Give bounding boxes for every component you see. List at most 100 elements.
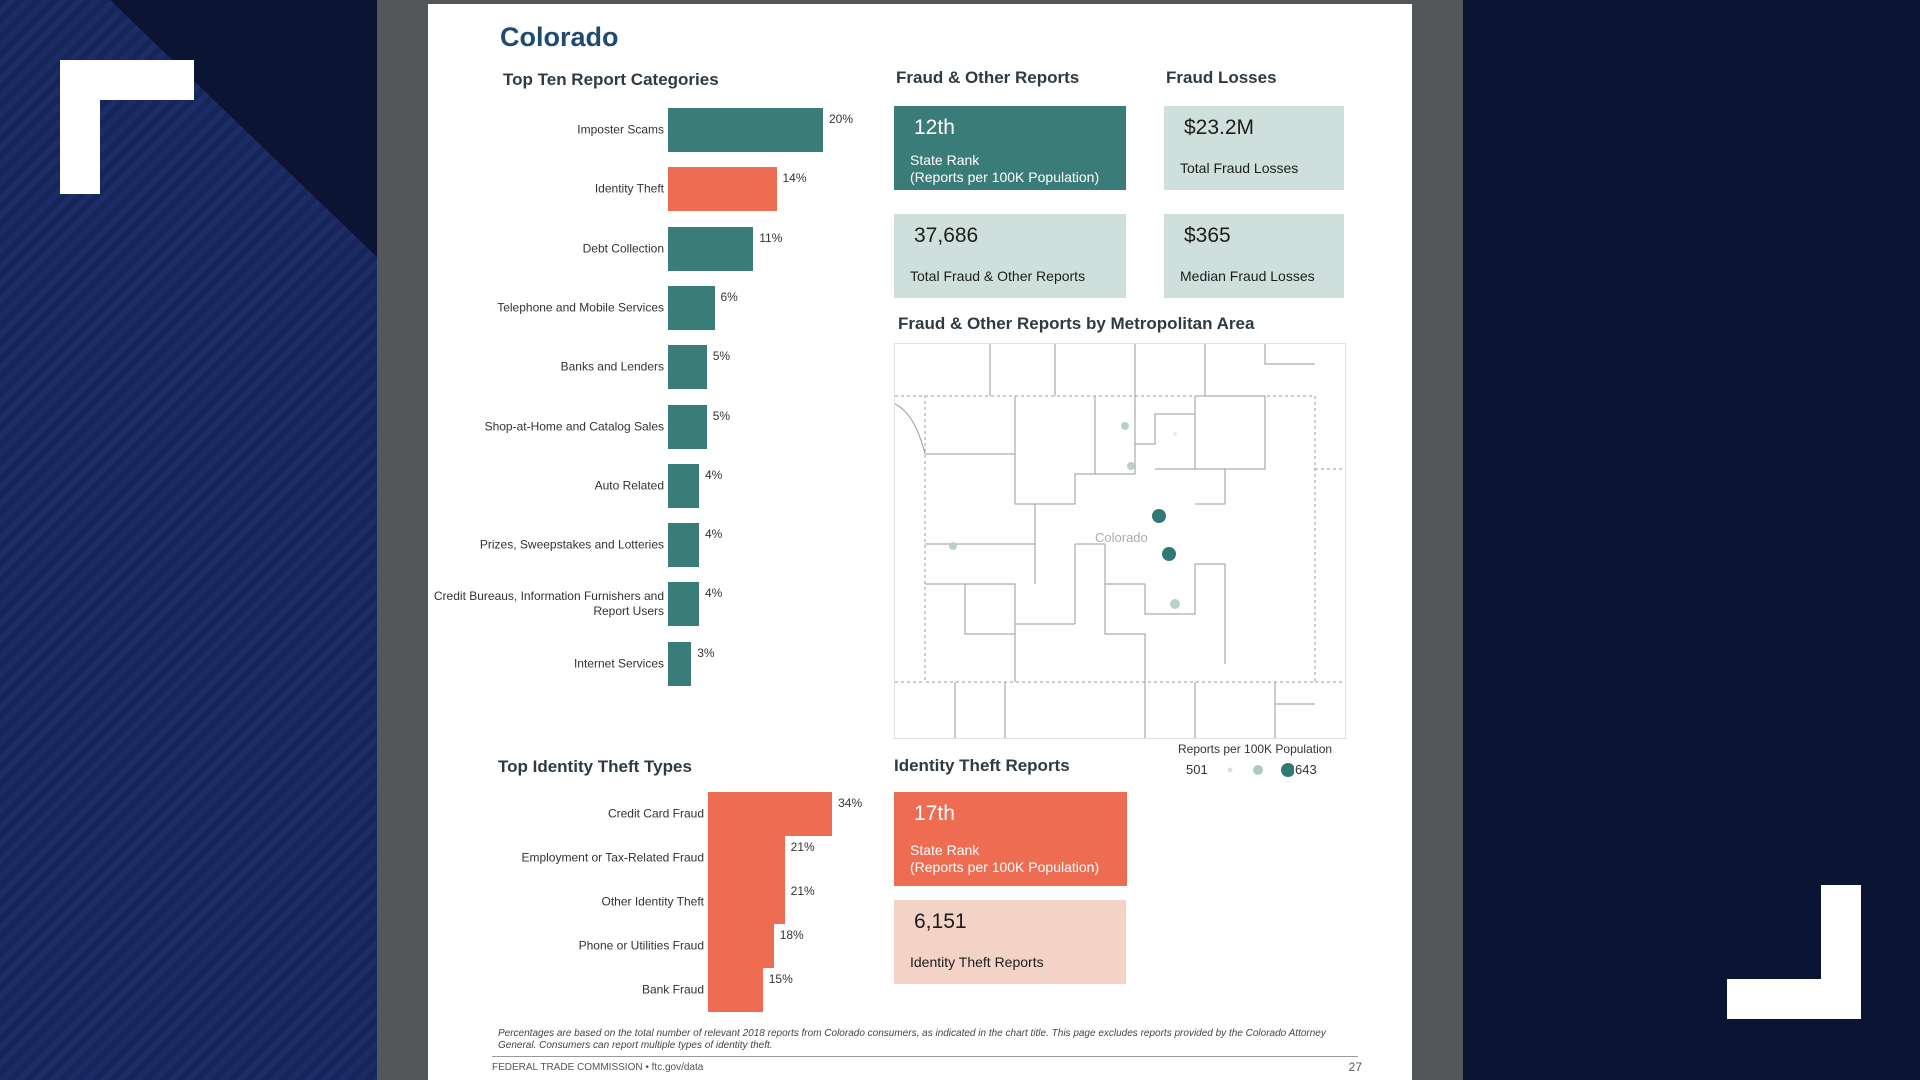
state-rank-sublabel: (Reports per 100K Population): [910, 169, 1100, 185]
bar-value-label: 14%: [782, 171, 807, 186]
bar: [668, 167, 777, 212]
bar-row: Phone or Utilities Fraud 18%: [428, 924, 968, 968]
bar-row: Identity Theft 14%: [428, 167, 928, 212]
bar: [668, 345, 707, 390]
footnote: Percentages are based on the total numbe…: [498, 1028, 1326, 1051]
bar-value-label: 20%: [829, 112, 854, 126]
metro-heading: Fraud & Other Reports by Metropolitan Ar…: [898, 314, 1255, 333]
bar-value-label: 18%: [779, 928, 804, 942]
identity-reports-card: 6,151 Identity Theft Reports: [894, 900, 1126, 984]
bar-row: Debt Collection 11%: [428, 226, 928, 271]
total-reports-value: 37,686: [914, 224, 979, 247]
bar-category-label: Other Identity Theft: [601, 894, 705, 909]
bar: [668, 463, 699, 508]
metro-dot: [1173, 432, 1177, 436]
fraud-reports-heading: Fraud & Other Reports: [896, 68, 1080, 87]
metro-dot-large: [1152, 509, 1166, 523]
identity-rank-card: 17th State Rank (Reports per 100K Popula…: [894, 792, 1127, 886]
bar: [708, 880, 785, 924]
bar-category-label: Debt Collection: [582, 241, 664, 256]
bar-category-label: Shop-at-Home and Catalog Sales: [484, 419, 664, 433]
bar-category-label: Internet Services: [573, 656, 664, 671]
bar-category-label: Bank Fraud: [641, 982, 704, 997]
bar-row: Prizes, Sweepstakes and Lotteries 4%: [428, 523, 928, 568]
bar-category-label: Prizes, Sweepstakes and Lotteries: [479, 537, 664, 552]
bar: [668, 226, 754, 271]
bar: [708, 792, 833, 836]
bar: [708, 968, 763, 1012]
corner-bracket-top-left: [60, 60, 194, 194]
metro-area-map: Colorado: [894, 343, 1346, 739]
state-rank-card: 12th State Rank (Reports per 100K Popula…: [894, 106, 1126, 190]
identity-types-heading: Top Identity Theft Types: [498, 757, 692, 776]
median-losses-card: $365 Median Fraud Losses: [1164, 214, 1344, 298]
bar: [668, 404, 707, 449]
bar-value-label: 21%: [790, 884, 815, 898]
bar-value-label: 15%: [768, 972, 793, 986]
bar: [668, 108, 823, 152]
bar: [668, 582, 699, 627]
bar-value-label: 34%: [838, 796, 863, 810]
bar-row: Other Identity Theft 21%: [428, 880, 968, 924]
bar-value-label: 4%: [705, 586, 723, 601]
corner-bracket-bottom-right: [1727, 885, 1861, 1019]
bar-row: Credit Bureaus, Information Furnishers a…: [428, 582, 928, 627]
identity-rank-sublabel: (Reports per 100K Population): [910, 859, 1100, 875]
footer-source: FEDERAL TRADE COMMISSION • ftc.gov/data: [492, 1062, 704, 1073]
metro-dot: [949, 542, 957, 550]
bar-row: Shop-at-Home and Catalog Sales 5%: [428, 404, 928, 449]
bar-row: Telephone and Mobile Services 6%: [428, 285, 928, 330]
identity-reports-value: 6,151: [914, 910, 967, 933]
legend-title: Reports per 100K Population: [1178, 742, 1333, 756]
median-losses-label: Median Fraud Losses: [1180, 268, 1315, 284]
total-reports-card: 37,686 Total Fraud & Other Reports: [894, 214, 1126, 298]
bar-value-label: 4%: [705, 527, 723, 542]
bar-category-label: Credit Bureaus, Information Furnishers a…: [433, 589, 664, 619]
bar-row: Internet Services 3%: [428, 641, 928, 686]
bar-category-label: Credit Card Fraud: [607, 806, 704, 821]
bar-value-label: 5%: [712, 408, 731, 423]
bar-value-label: 6%: [720, 289, 738, 304]
bar: [708, 836, 785, 880]
metro-dot: [1170, 599, 1180, 609]
identity-rank-label: State Rank: [910, 842, 980, 858]
state-border: [924, 395, 1316, 683]
metro-dot: [1127, 462, 1135, 470]
bar-row: Banks and Lenders 5%: [428, 345, 928, 390]
bar-value-label: 5%: [712, 349, 731, 364]
bar-value-label: 3%: [697, 645, 715, 660]
bar-row: Credit Card Fraud 34%: [428, 792, 968, 836]
bar: [708, 924, 774, 968]
top-ten-heading: Top Ten Report Categories: [503, 70, 719, 89]
identity-reports-label: Identity Theft Reports: [910, 954, 1044, 970]
metro-dot: [1121, 422, 1129, 430]
footer-divider: [492, 1056, 1358, 1057]
bar-category-label: Identity Theft: [594, 181, 664, 196]
bar-category-label: Banks and Lenders: [560, 359, 664, 374]
legend-high-value: 643: [1295, 762, 1317, 777]
bar-category-label: Employment or Tax-Related Fraud: [521, 850, 704, 865]
bar-value-label: 11%: [759, 230, 783, 245]
bar-category-label: Phone or Utilities Fraud: [578, 938, 704, 953]
page-title: Colorado: [500, 22, 619, 52]
metro-dot-large: [1162, 547, 1176, 561]
fraud-losses-heading: Fraud Losses: [1166, 68, 1277, 87]
bar-row: Employment or Tax-Related Fraud 21%: [428, 836, 968, 880]
state-rank-label: State Rank: [910, 152, 980, 168]
map-state-label: Colorado: [1095, 530, 1148, 545]
document-page: Colorado Top Ten Report Categories Fraud…: [428, 4, 1412, 1080]
colorado-county-map: Colorado: [894, 344, 1345, 738]
bar-category-label: Imposter Scams: [577, 122, 664, 137]
legend-low-value: 501: [1186, 762, 1208, 777]
bar-row: Auto Related 4%: [428, 463, 928, 508]
median-losses-value: $365: [1184, 224, 1231, 247]
bar-value-label: 21%: [790, 840, 815, 854]
bar-category-label: Telephone and Mobile Services: [497, 300, 664, 315]
state-rank-value: 12th: [914, 116, 955, 139]
bar: [668, 523, 699, 568]
bar-value-label: 4%: [705, 467, 723, 482]
total-losses-value: $23.2M: [1184, 116, 1255, 139]
bar: [668, 641, 692, 686]
bar-category-label: Auto Related: [594, 478, 664, 493]
total-losses-card: $23.2M Total Fraud Losses: [1164, 106, 1344, 190]
